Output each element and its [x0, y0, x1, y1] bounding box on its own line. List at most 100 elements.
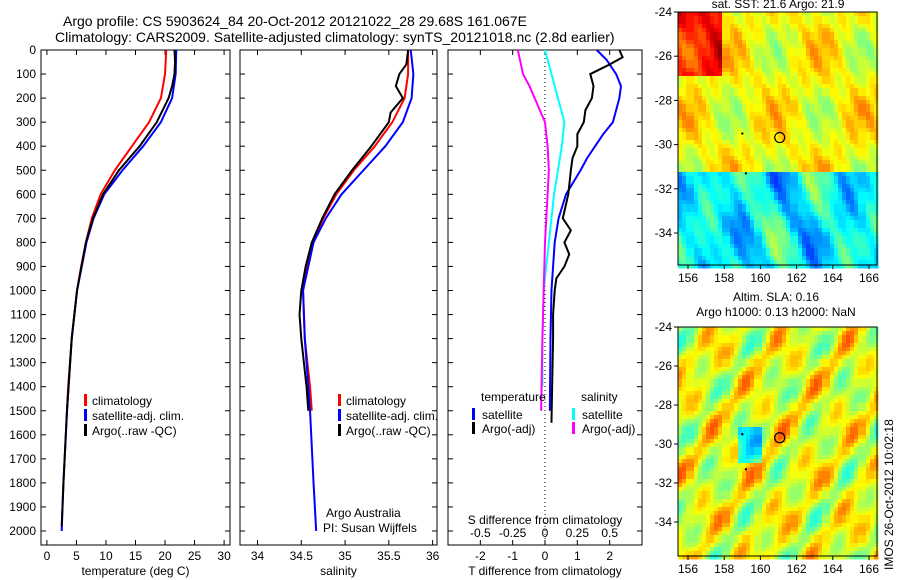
map-cell — [722, 188, 727, 193]
map-cell — [686, 216, 691, 221]
map-cell — [678, 535, 683, 540]
map-cell — [702, 355, 707, 360]
map-cell — [726, 479, 731, 484]
x-axis-label: salinity — [320, 564, 357, 578]
map-cell — [746, 455, 751, 460]
map-cell — [758, 487, 763, 492]
map-cell — [798, 104, 803, 109]
map-cell — [754, 439, 759, 444]
map-cell — [730, 499, 735, 504]
map-cell — [726, 387, 731, 392]
map-cell — [802, 160, 807, 165]
map-cell — [742, 387, 747, 392]
map-cell — [682, 196, 687, 201]
map-cell — [762, 459, 767, 464]
map-cell — [758, 228, 763, 233]
map-cell — [686, 20, 691, 25]
map-cell — [754, 100, 759, 105]
map-cell — [806, 240, 811, 245]
map-cell — [734, 479, 739, 484]
map-cell — [842, 24, 847, 29]
map-cell — [774, 240, 779, 245]
map-cell — [686, 244, 691, 249]
map-cell — [822, 232, 827, 237]
map-cell — [686, 423, 691, 428]
map-cell — [758, 451, 763, 456]
map-cell — [858, 96, 863, 101]
map-cell — [702, 112, 707, 117]
map-cell — [710, 256, 715, 261]
map-cell — [826, 188, 831, 193]
map-cell — [694, 395, 699, 400]
map-cell — [702, 24, 707, 29]
map-cell — [782, 176, 787, 181]
map-cell — [678, 40, 683, 45]
map-cell — [758, 431, 763, 436]
map-cell — [810, 200, 815, 205]
map-cell — [750, 447, 755, 452]
map-cell — [702, 375, 707, 380]
map-cell — [786, 160, 791, 165]
map-cell — [694, 124, 699, 129]
map-cell — [742, 168, 747, 173]
map-cell — [874, 60, 879, 65]
map-cell — [862, 228, 867, 233]
map-cell — [726, 192, 731, 197]
map-cell — [818, 76, 823, 81]
map-cell — [762, 503, 767, 508]
map-cell — [734, 248, 739, 253]
map-cell — [694, 331, 699, 336]
map-cell — [722, 36, 727, 41]
map-cell — [794, 52, 799, 57]
map-cell — [714, 96, 719, 101]
map-cell — [750, 463, 755, 468]
map-cell — [806, 212, 811, 217]
map-cell — [690, 124, 695, 129]
map-cell — [802, 92, 807, 97]
map-cell — [746, 411, 751, 416]
map-cell — [870, 120, 875, 125]
map-cell — [702, 64, 707, 69]
map-cell — [742, 180, 747, 185]
map-cell — [786, 200, 791, 205]
map-cell — [834, 136, 839, 141]
map-cell — [734, 60, 739, 65]
map-cell — [706, 347, 711, 352]
map-cell — [850, 104, 855, 109]
map-cell — [778, 116, 783, 121]
map-cell — [734, 220, 739, 225]
map-cell — [762, 88, 767, 93]
map-cell — [714, 148, 719, 153]
map-cell — [774, 339, 779, 344]
map-cell — [830, 184, 835, 189]
map-cell — [802, 76, 807, 81]
map-cell — [714, 379, 719, 384]
map-cell — [690, 415, 695, 420]
map-cell — [814, 188, 819, 193]
map-cell — [738, 120, 743, 125]
map-cell — [686, 40, 691, 45]
map-cell — [718, 44, 723, 49]
map-cell — [682, 12, 687, 17]
map-cell — [874, 56, 879, 61]
map-cell — [686, 44, 691, 49]
map-cell — [714, 188, 719, 193]
map-cell — [750, 367, 755, 372]
map-cell — [690, 419, 695, 424]
map-cell — [794, 124, 799, 129]
map-cell — [870, 200, 875, 205]
map-cell — [754, 24, 759, 29]
map-cell — [726, 16, 731, 21]
map-cell — [678, 479, 683, 484]
map-cell — [706, 447, 711, 452]
map-cell — [722, 543, 727, 548]
map-cell — [762, 44, 767, 49]
map-cell — [766, 515, 771, 520]
map-cell — [718, 200, 723, 205]
map-cell — [750, 36, 755, 41]
map-cell — [682, 483, 687, 488]
map-cell — [734, 487, 739, 492]
map-cell — [726, 184, 731, 189]
map-cell — [710, 68, 715, 73]
map-cell — [694, 260, 699, 265]
